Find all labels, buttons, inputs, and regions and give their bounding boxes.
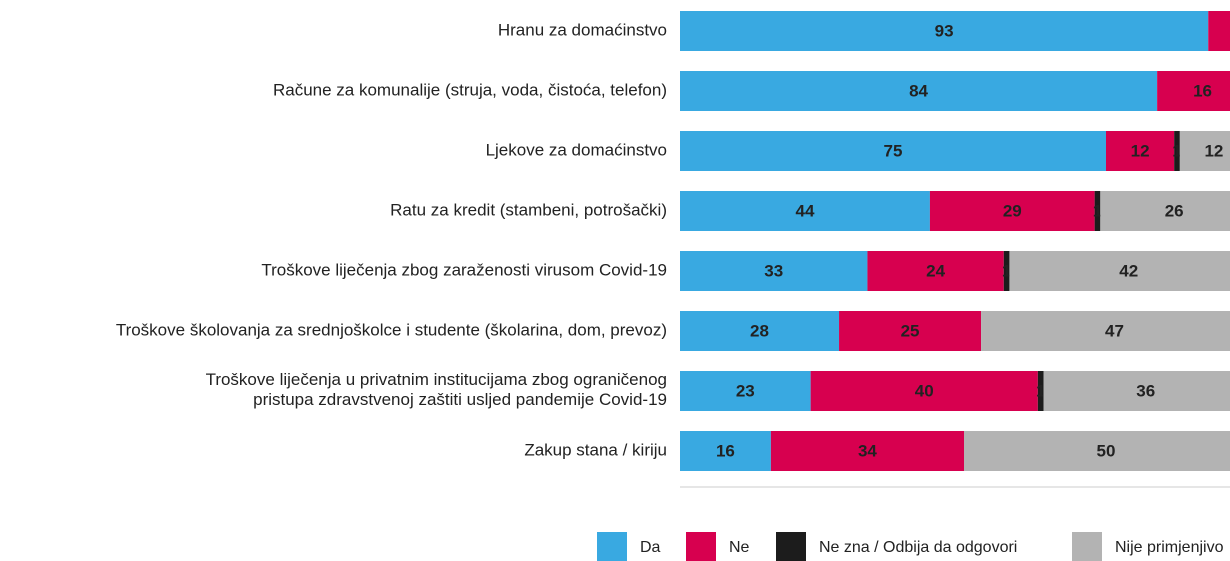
legend-label: Da <box>640 539 661 556</box>
bar-segment <box>1037 371 1044 411</box>
category-label: Ratu za kredit (stambeni, potrošački) <box>390 200 667 219</box>
value-label: 12 <box>1131 141 1150 160</box>
bar-segment <box>1009 251 1230 291</box>
value-label: 26 <box>1165 201 1184 220</box>
value-label: 16 <box>1193 81 1212 100</box>
value-label: 1 <box>1036 381 1045 400</box>
value-label: 34 <box>858 441 877 460</box>
bar-segment <box>810 371 1038 411</box>
category-label: Troškove liječenja u privatnim instituci… <box>206 370 667 409</box>
legend-label: Ne zna / Odbija da odgovori <box>819 539 1017 556</box>
value-label: 36 <box>1136 381 1155 400</box>
value-label: 24 <box>926 261 945 280</box>
bar-segment <box>964 431 1230 471</box>
value-label: 12 <box>1204 141 1223 160</box>
value-label: 93 <box>935 21 954 40</box>
value-label: 23 <box>736 381 755 400</box>
legend-swatch <box>597 532 627 561</box>
legend-swatch <box>1072 532 1102 561</box>
legend-swatch <box>776 532 806 561</box>
value-label: 42 <box>1119 261 1138 280</box>
value-label: 50 <box>1097 441 1116 460</box>
bar-segment <box>770 431 964 471</box>
value-label: 29 <box>1003 201 1022 220</box>
bar-segment <box>1179 131 1230 171</box>
value-label: 1 <box>1093 201 1102 220</box>
bar-segment <box>1106 131 1175 171</box>
bar-segment <box>1174 131 1180 171</box>
value-label: 33 <box>764 261 783 280</box>
category-label: Troškove školovanja za srednjoškolce i s… <box>116 320 667 339</box>
bar-segment <box>1003 251 1010 291</box>
legend-swatch <box>686 532 716 561</box>
bar-segment <box>1208 11 1230 51</box>
category-label: Zakup stana / kiriju <box>524 440 667 459</box>
bar-segment <box>1157 71 1230 111</box>
legend-label: Nije primjenjivo <box>1115 539 1224 556</box>
bar-segment <box>839 311 982 351</box>
legend-label: Ne <box>729 539 750 556</box>
value-label: 40 <box>915 381 934 400</box>
value-label: 16 <box>716 441 735 460</box>
category-label: Troškove liječenja zbog zaraženosti viru… <box>261 260 667 279</box>
value-label: 25 <box>901 321 920 340</box>
bar-segment <box>680 71 1158 111</box>
value-label: 47 <box>1105 321 1124 340</box>
category-label: Hranu za domaćinstvo <box>498 20 667 39</box>
bar-segment <box>1100 191 1230 231</box>
value-label: 84 <box>909 81 928 100</box>
bar-segment <box>680 11 1209 51</box>
bar-segment <box>680 251 868 291</box>
value-label: 1 <box>1172 141 1181 160</box>
value-label: 1 <box>1002 261 1011 280</box>
value-label: 75 <box>884 141 903 160</box>
bar-segment <box>680 191 930 231</box>
category-label: Ljekove za domaćinstvo <box>486 140 667 159</box>
bar-segment <box>680 311 840 351</box>
bar-segment <box>1094 191 1101 231</box>
bar-segment <box>929 191 1095 231</box>
bar-segment <box>680 431 771 471</box>
category-label: Račune za komunalije (struja, voda, čist… <box>273 80 667 99</box>
value-label: 44 <box>795 201 814 220</box>
bar-segment <box>981 311 1230 351</box>
bar-segment <box>1043 371 1230 411</box>
bar-segment <box>867 251 1004 291</box>
bar-segment <box>680 371 811 411</box>
bar-segment <box>680 131 1106 171</box>
value-label: 28 <box>750 321 769 340</box>
